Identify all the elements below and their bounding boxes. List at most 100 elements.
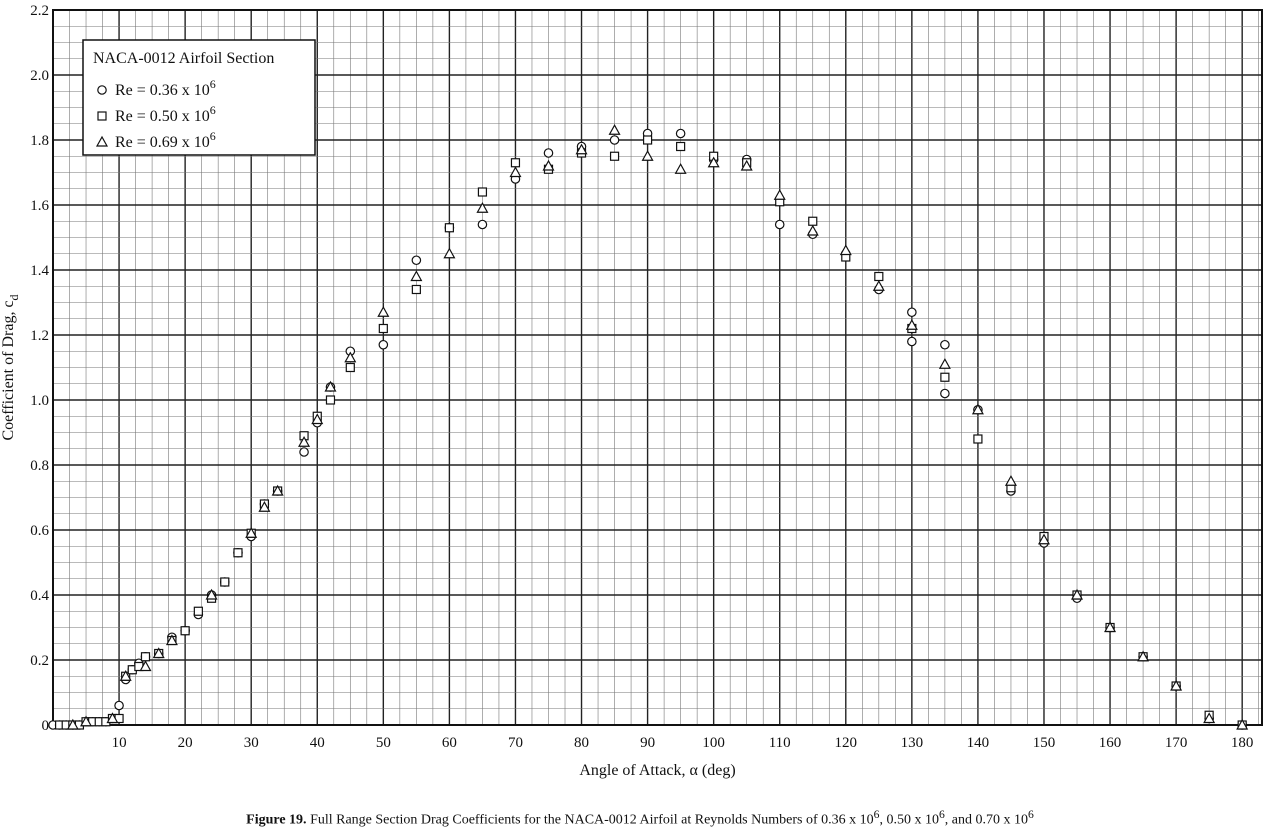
- data-point-triangle: [1137, 650, 1150, 662]
- y-tick-label: 0: [42, 718, 50, 734]
- data-point-triangle: [298, 436, 311, 447]
- data-point-square: [325, 395, 336, 405]
- data-point-triangle: [66, 718, 79, 730]
- legend-entry-exponent: 6: [210, 77, 216, 91]
- legend-entry-label: Re = 0.69 x 106: [115, 129, 216, 151]
- y-tick-label: 1.4: [30, 263, 49, 279]
- data-point-triangle: [971, 403, 984, 415]
- figure-caption-text-3: , and 0.70 x 10: [944, 812, 1028, 828]
- data-point-triangle: [80, 715, 93, 727]
- x-tick-label: 70: [508, 735, 523, 751]
- legend-entry-label: Re = 0.50 x 106: [115, 103, 216, 125]
- plot-frame: [52, 9, 1263, 726]
- data-point-triangle: [205, 588, 218, 600]
- data-point-triangle: [324, 380, 337, 392]
- legend-title: NACA-0012 Airfoil Section: [93, 50, 274, 67]
- data-point-triangle: [839, 244, 852, 256]
- data-point-circle: [411, 255, 422, 266]
- data-point-circle: [940, 388, 950, 399]
- data-point-circle: [907, 307, 917, 318]
- data-point-circle: [774, 219, 785, 230]
- figure-caption-text-1: Full Range Section Drag Coefficients for…: [306, 812, 874, 828]
- figure-caption-exp-3: 6: [1028, 808, 1034, 821]
- data-point-triangle: [1104, 621, 1117, 633]
- data-point-triangle: [106, 712, 119, 724]
- data-point-triangle: [1037, 533, 1051, 545]
- data-point-circle: [675, 128, 686, 139]
- data-point-square: [345, 362, 355, 373]
- data-point-square: [510, 158, 521, 168]
- data-point-square: [140, 652, 151, 662]
- data-point-square: [973, 434, 983, 444]
- y-tick-label: 1.2: [30, 328, 49, 344]
- x-tick-label: 10: [112, 735, 127, 751]
- legend-box: [82, 39, 316, 156]
- x-tick-label: 30: [244, 735, 259, 751]
- x-tick-label: 150: [1033, 735, 1056, 751]
- x-tick-label: 110: [769, 735, 791, 751]
- data-point-square: [411, 284, 421, 295]
- data-point-triangle: [1203, 712, 1216, 724]
- data-point-triangle: [165, 634, 178, 646]
- x-tick-label: 160: [1099, 735, 1122, 751]
- y-tick-label: 0.2: [30, 653, 49, 669]
- legend-marker-triangle: [95, 135, 109, 147]
- series-triangle: [66, 124, 1249, 730]
- data-point-circle: [378, 339, 389, 350]
- data-point-triangle: [410, 270, 423, 282]
- x-tick-label: 140: [967, 735, 990, 751]
- x-tick-label: 60: [442, 735, 457, 751]
- legend-entry-exponent: 6: [210, 103, 216, 117]
- data-point-triangle: [608, 124, 621, 135]
- data-point-square: [233, 548, 243, 558]
- data-point-triangle: [271, 484, 284, 496]
- data-point-square: [180, 626, 190, 636]
- data-point-triangle: [119, 670, 132, 681]
- data-point-square: [874, 271, 884, 282]
- legend-entry-text: Re = 0.69 x 10: [115, 134, 210, 151]
- y-axis-title: Coefficient of Drag, cd: [0, 294, 21, 440]
- data-point-triangle: [707, 156, 720, 168]
- data-point-square: [378, 323, 388, 334]
- y-tick-label: 2.0: [30, 68, 49, 84]
- y-tick-label: 1.8: [30, 133, 49, 149]
- x-tick-label: 50: [376, 735, 391, 751]
- data-point-triangle: [773, 189, 786, 200]
- data-point-square: [808, 216, 818, 226]
- data-point-triangle: [245, 527, 258, 538]
- drag-coefficient-chart: 0 0.2 0.4 0.6 0.8 1.0 1.2 1.4 1.6 1.8 2.0 2.2 10 20 3…: [0, 3, 1263, 779]
- y-axis-title-subscript: d: [7, 294, 21, 300]
- y-axis-ticks: 0 0.2 0.4 0.6 0.8 1.0 1.2 1.4 1.6 1.8 2.0 2.2: [30, 3, 49, 734]
- data-point-square: [193, 606, 203, 616]
- data-point-square: [609, 151, 620, 161]
- data-point-triangle: [377, 306, 390, 317]
- y-tick-label: 0.8: [30, 458, 49, 474]
- legend-entry-exponent: 6: [210, 129, 216, 143]
- y-tick-label: 0.6: [30, 523, 49, 539]
- y-tick-label: 0.4: [30, 588, 49, 604]
- legend: NACA-0012 Airfoil Section Re = 0.36 x 10…: [82, 39, 316, 156]
- data-point-triangle: [443, 247, 456, 259]
- data-point-square: [642, 135, 653, 145]
- data-point-circle: [609, 135, 620, 145]
- data-point-triangle: [575, 143, 588, 155]
- data-point-triangle: [1236, 718, 1249, 730]
- data-point-square: [676, 141, 686, 152]
- data-point-triangle: [1070, 588, 1084, 600]
- figure-caption: Figure 19. Full Range Section Drag Coeff…: [0, 808, 1280, 829]
- data-point-triangle: [641, 150, 654, 161]
- data-point-circle: [477, 219, 488, 230]
- figure-caption-text-2: , 0.50 x 10: [879, 812, 939, 828]
- series-square: [55, 135, 1247, 730]
- data-point-triangle: [674, 163, 687, 174]
- data-point-circle: [907, 336, 917, 347]
- x-tick-label: 90: [640, 735, 655, 751]
- x-tick-label: 20: [178, 735, 193, 751]
- data-point-triangle: [311, 413, 324, 425]
- data-point-triangle: [258, 501, 271, 512]
- x-tick-label: 80: [574, 735, 589, 751]
- data-point-square: [940, 372, 950, 382]
- x-tick-label: 100: [702, 735, 725, 751]
- x-tick-label: 130: [901, 735, 924, 751]
- x-tick-label: 120: [835, 735, 858, 751]
